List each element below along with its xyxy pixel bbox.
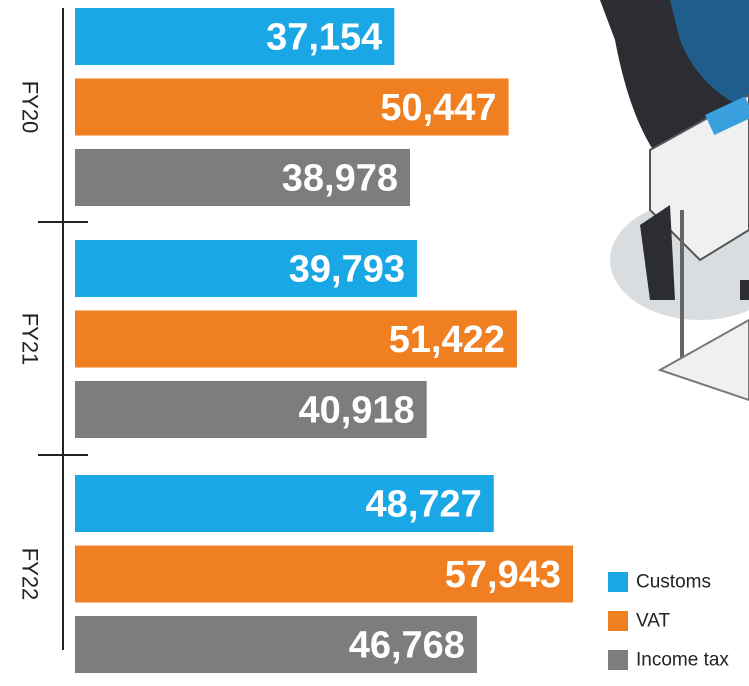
value-label: 51,422 bbox=[389, 319, 505, 361]
value-label: 37,154 bbox=[266, 17, 382, 59]
legend-swatch bbox=[608, 572, 628, 592]
legend-label: Customs bbox=[636, 572, 711, 593]
value-label: 48,727 bbox=[366, 484, 482, 526]
value-label: 39,793 bbox=[289, 249, 405, 291]
value-label: 46,768 bbox=[349, 625, 465, 667]
chart: FY20 37,154 50,447 38,978 FY21 39,793 51,422 40… bbox=[0, 0, 749, 686]
category-label: FY22 bbox=[18, 548, 43, 601]
illustration bbox=[600, 0, 749, 400]
value-label: 38,978 bbox=[282, 158, 398, 200]
legend-label: Income tax bbox=[636, 650, 729, 671]
legend-swatch bbox=[608, 611, 628, 631]
legend-label: VAT bbox=[636, 611, 671, 632]
value-label: 40,918 bbox=[298, 390, 414, 432]
value-label: 57,943 bbox=[445, 554, 561, 596]
legend-swatch bbox=[608, 650, 628, 670]
category-label: FY20 bbox=[18, 81, 43, 134]
value-label: 50,447 bbox=[380, 87, 496, 129]
category-label: FY21 bbox=[18, 313, 43, 366]
